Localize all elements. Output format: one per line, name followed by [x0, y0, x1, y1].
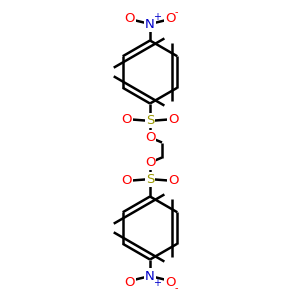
Text: +: + — [153, 278, 160, 288]
Text: O: O — [145, 156, 155, 169]
Text: O: O — [122, 113, 132, 126]
Text: N: N — [145, 269, 155, 283]
Text: O: O — [168, 174, 178, 187]
Text: S: S — [146, 114, 154, 128]
Text: O: O — [168, 113, 178, 126]
Text: O: O — [165, 11, 175, 25]
Text: N: N — [145, 17, 155, 31]
Text: O: O — [165, 275, 175, 289]
Text: O: O — [125, 11, 135, 25]
Text: +: + — [153, 12, 160, 22]
Text: S: S — [146, 172, 154, 186]
Text: -: - — [174, 7, 178, 17]
Text: -: - — [174, 283, 178, 293]
Text: O: O — [122, 174, 132, 187]
Text: O: O — [125, 275, 135, 289]
Text: O: O — [145, 131, 155, 144]
